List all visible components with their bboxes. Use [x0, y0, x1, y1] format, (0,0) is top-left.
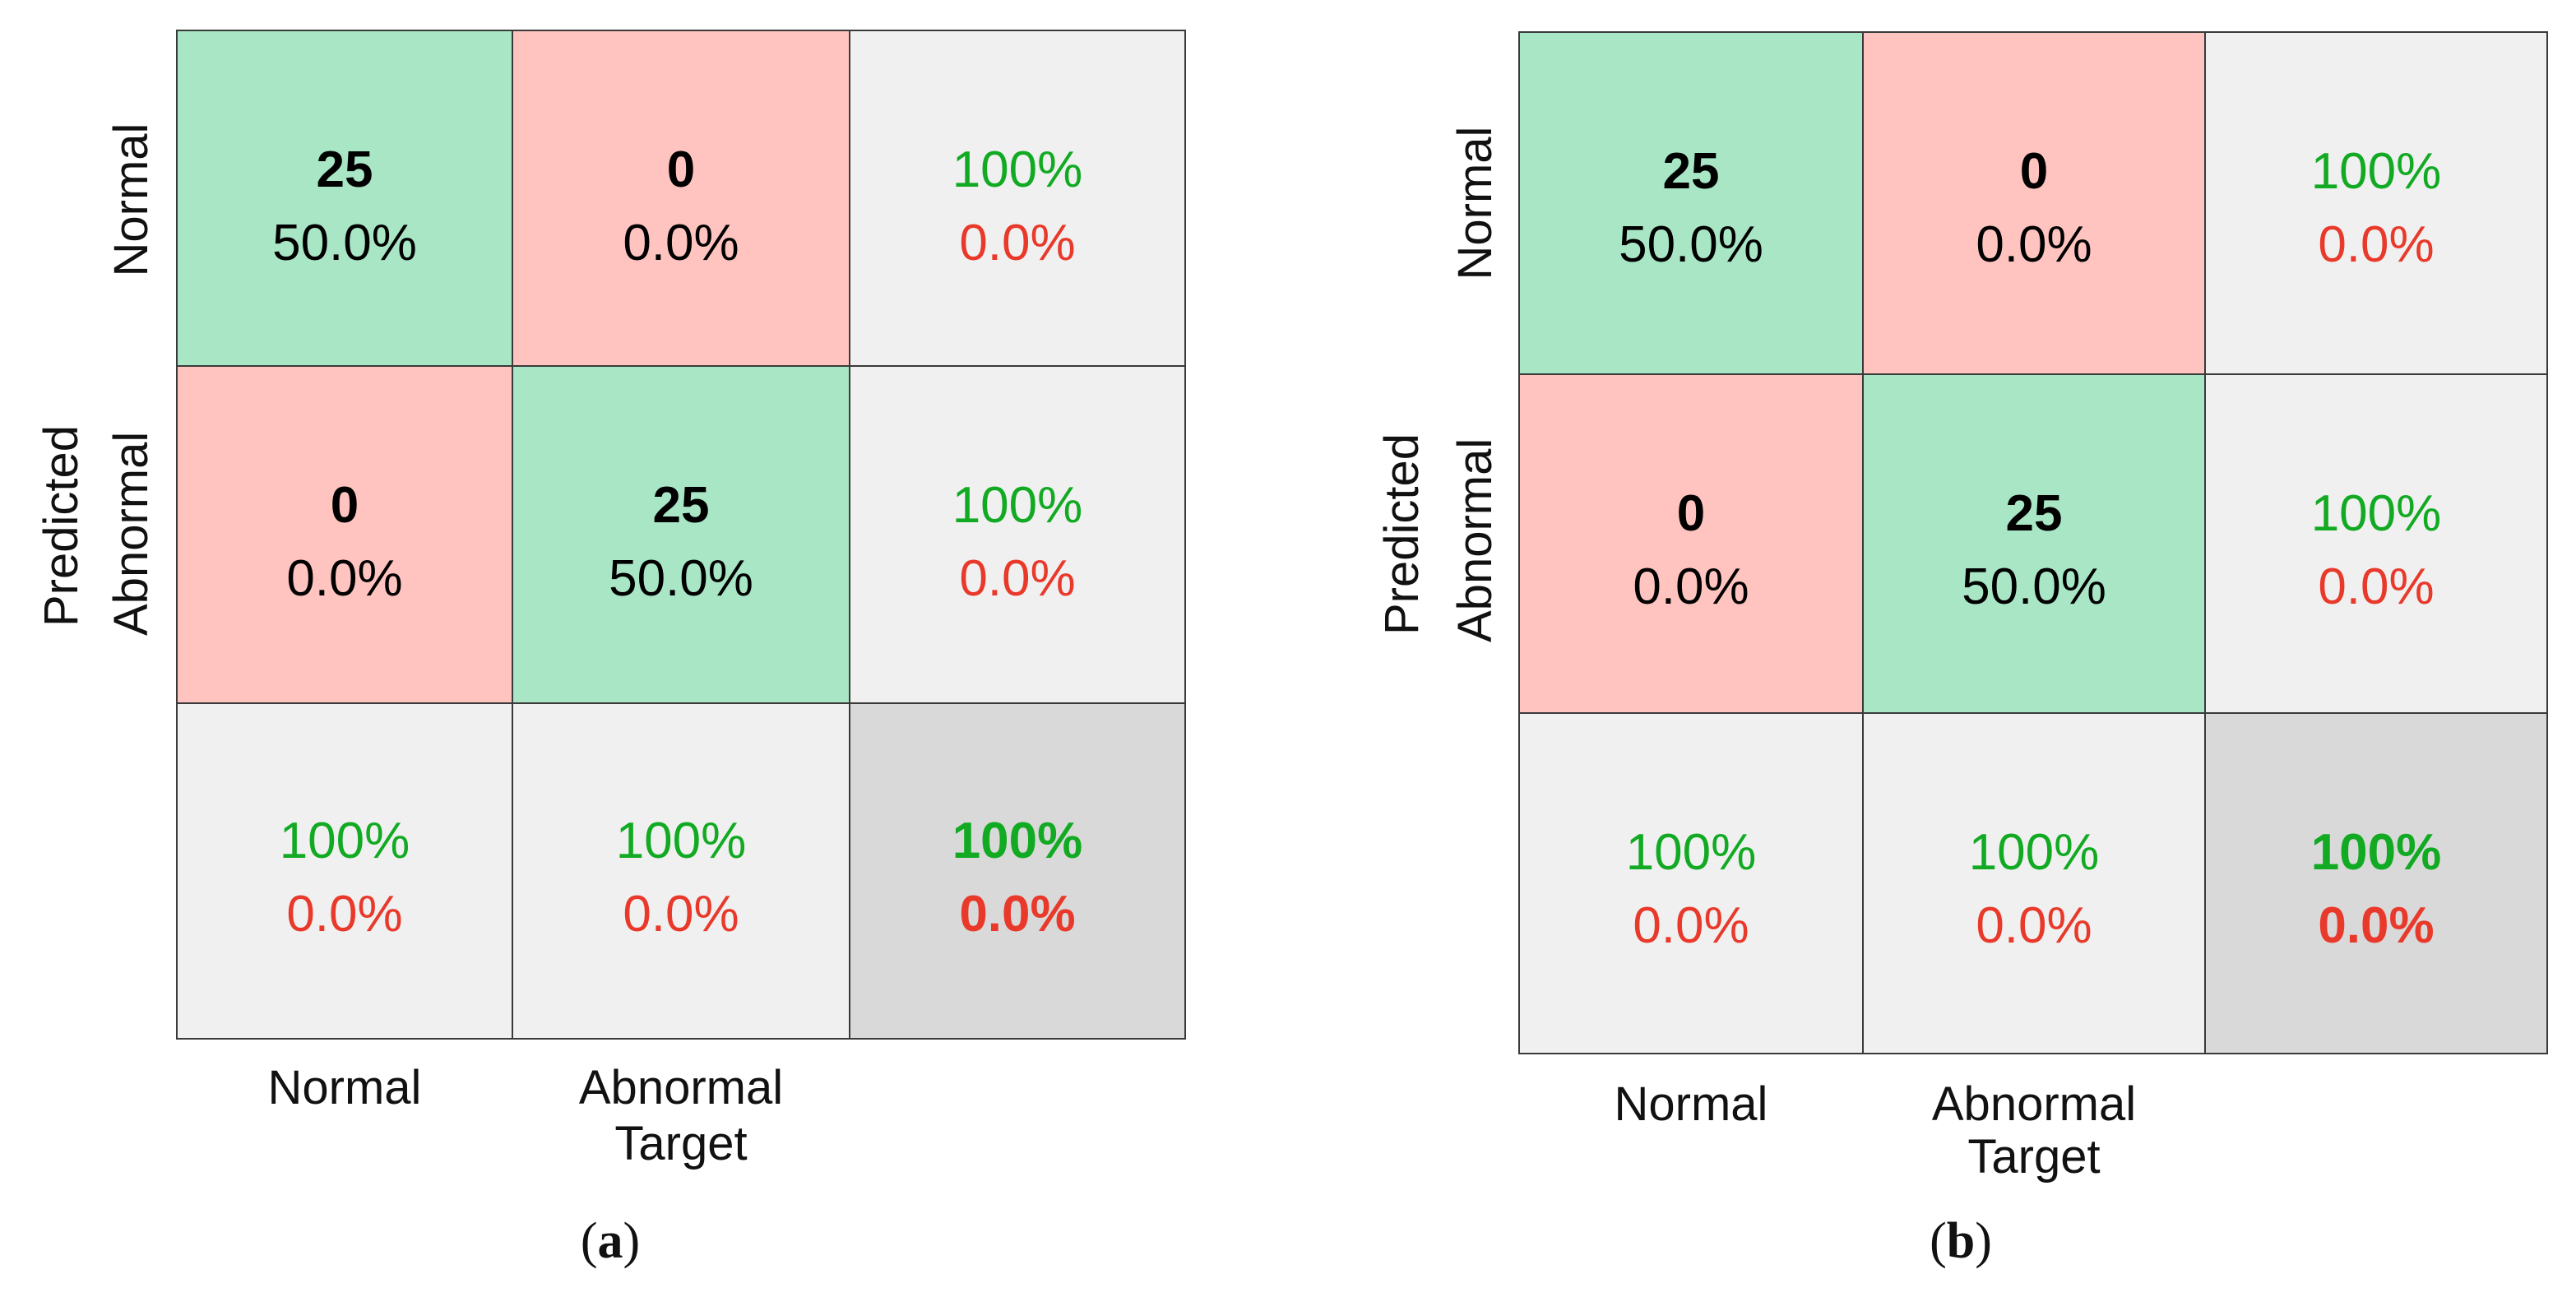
panel-label-a: (a) — [580, 1213, 641, 1269]
overall-correct: 100% — [2310, 824, 2442, 881]
row-label-abnormal: Abnormal — [1448, 438, 1502, 642]
col-correct: 100% — [615, 813, 747, 869]
col-summary-1: 100% 0.0% — [1862, 712, 2206, 1054]
cell-percent: 50.0% — [609, 550, 753, 607]
col-incorrect: 0.0% — [1976, 897, 2092, 954]
row-correct: 100% — [2310, 143, 2442, 200]
cell-count: 25 — [652, 477, 710, 534]
row-label-abnormal: Abnormal — [104, 431, 158, 636]
row-summary-1: 100% 0.0% — [2204, 373, 2548, 714]
panel-letter: a — [597, 1213, 623, 1269]
overall-summary: 100% 0.0% — [849, 702, 1186, 1040]
cell-r1-c1: 25 50.0% — [512, 365, 850, 704]
panel-label-b: (b) — [1930, 1213, 1992, 1269]
col-summary-0: 100% 0.0% — [176, 702, 513, 1040]
row-label-normal: Normal — [104, 123, 158, 277]
col-correct: 100% — [279, 813, 410, 869]
col-incorrect: 0.0% — [623, 886, 739, 943]
col-summary-1: 100% 0.0% — [512, 702, 850, 1040]
cell-percent: 0.0% — [1633, 558, 1749, 615]
cell-r0-c1: 0 0.0% — [512, 30, 850, 367]
col-incorrect: 0.0% — [286, 886, 403, 943]
row-incorrect: 0.0% — [2318, 558, 2435, 615]
row-incorrect: 0.0% — [959, 550, 1076, 607]
cell-count: 0 — [2019, 143, 2049, 200]
col-incorrect: 0.0% — [1633, 897, 1749, 954]
col-label-abnormal: Abnormal — [1931, 1077, 2137, 1131]
cell-count: 0 — [330, 477, 359, 534]
x-axis-label: Target — [614, 1117, 748, 1170]
cell-count: 25 — [1662, 143, 1720, 200]
col-label-normal: Normal — [1614, 1077, 1768, 1131]
col-label-abnormal: Abnormal — [578, 1061, 784, 1114]
cell-percent: 50.0% — [1619, 216, 1763, 273]
cell-count: 25 — [2005, 485, 2063, 542]
cell-r1-c1: 25 50.0% — [1862, 373, 2206, 714]
row-summary-0: 100% 0.0% — [849, 30, 1186, 367]
cell-r0-c0: 25 50.0% — [176, 30, 513, 367]
row-label-normal: Normal — [1448, 126, 1502, 280]
y-axis-label: Predicted — [35, 424, 88, 627]
row-correct: 100% — [952, 141, 1083, 198]
cell-percent: 0.0% — [286, 550, 403, 607]
cell-percent: 50.0% — [272, 215, 417, 271]
col-correct: 100% — [1625, 824, 1757, 881]
col-label-normal: Normal — [267, 1061, 422, 1114]
cell-percent: 50.0% — [1962, 558, 2106, 615]
row-correct: 100% — [952, 477, 1083, 534]
cell-r0-c0: 25 50.0% — [1518, 31, 1864, 375]
panel-letter: b — [1946, 1213, 1976, 1269]
cell-percent: 0.0% — [623, 215, 739, 271]
row-summary-1: 100% 0.0% — [849, 365, 1186, 704]
overall-correct: 100% — [952, 813, 1083, 869]
cell-percent: 0.0% — [1976, 216, 2092, 273]
cell-count: 0 — [666, 141, 696, 198]
row-incorrect: 0.0% — [959, 215, 1076, 271]
x-axis-label: Target — [1967, 1130, 2101, 1184]
col-correct: 100% — [1968, 824, 2100, 881]
overall-incorrect: 0.0% — [959, 886, 1076, 943]
row-correct: 100% — [2310, 485, 2442, 542]
cell-count: 0 — [1676, 485, 1706, 542]
overall-summary: 100% 0.0% — [2204, 712, 2548, 1054]
row-summary-0: 100% 0.0% — [2204, 31, 2548, 375]
cell-count: 25 — [316, 141, 373, 198]
col-summary-0: 100% 0.0% — [1518, 712, 1864, 1054]
cell-r1-c0: 0 0.0% — [176, 365, 513, 704]
cell-r0-c1: 0 0.0% — [1862, 31, 2206, 375]
overall-incorrect: 0.0% — [2318, 897, 2435, 954]
row-incorrect: 0.0% — [2318, 216, 2435, 273]
y-axis-label: Predicted — [1375, 433, 1429, 635]
cell-r1-c0: 0 0.0% — [1518, 373, 1864, 714]
